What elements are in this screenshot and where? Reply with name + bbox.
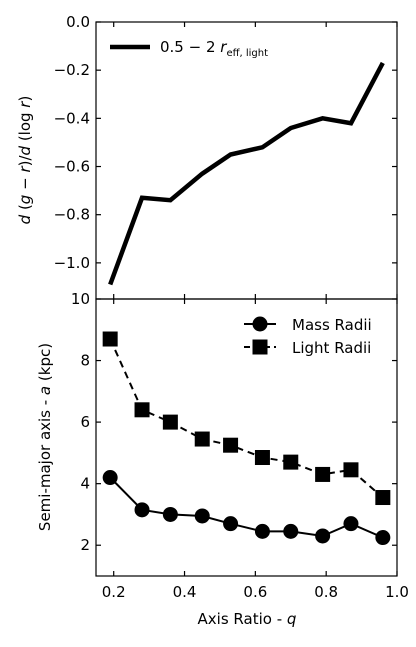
top-legend-label: 0.5 − 2 reff, light (160, 38, 268, 59)
top-y-tick-label: −1.0 (54, 254, 90, 272)
mass-radii-point (134, 502, 150, 518)
mass-radii-point (223, 516, 239, 532)
bottom-x-axis-label: Axis Ratio - q (198, 610, 297, 628)
bottom-y-tick-label: 4 (80, 475, 90, 493)
top-y-tick-label: −0.8 (54, 206, 90, 224)
mass-radii-point (375, 530, 391, 546)
top-panel: 0.0 −0.2 −0.4 −0.6 −0.8 −1.0 0.5 − 2 reff, li… (16, 13, 398, 300)
mass-radii-point (315, 528, 331, 544)
bottom-x-tick-label: 0.2 (102, 583, 126, 601)
bottom-series (102, 331, 391, 546)
top-y-tick-label: −0.6 (54, 158, 90, 176)
legend-light-marker (252, 339, 268, 355)
top-series (108, 61, 385, 286)
bottom-x-tick-label: 0.4 (173, 583, 197, 601)
bottom-legend: Mass Radii Light Radii (244, 316, 372, 357)
bottom-y-tick-label: 10 (71, 290, 90, 308)
mass-radii-point (254, 523, 270, 539)
bottom-x-ticks: 0.2 0.4 0.6 0.8 1.0 (102, 299, 409, 601)
top-series-line (108, 61, 385, 286)
bottom-x-tick-label: 0.6 (243, 583, 267, 601)
bottom-y-tick-label: 2 (80, 536, 90, 554)
light-radii-point (254, 450, 270, 466)
top-y-tick-label: −0.2 (54, 61, 90, 79)
light-radii-point (375, 490, 391, 506)
mass-radii-point (194, 508, 210, 524)
light-radii-point (102, 331, 118, 347)
legend-mass-marker (252, 316, 268, 332)
top-y-tick-label: −0.4 (54, 109, 90, 127)
top-y-tick-label: 0.0 (66, 13, 90, 31)
mass-radii-point (343, 516, 359, 532)
mass-radii-point (162, 506, 178, 522)
bottom-panel: 2 4 6 8 10 0.2 0.4 0.6 0.8 1.0 Mass Radii Light … (36, 290, 409, 628)
light-radii-point (223, 437, 239, 453)
bottom-plot-frame (95, 298, 398, 577)
bottom-y-axis-label: Semi-major axis - a (kpc) (36, 343, 54, 531)
light-radii-point (162, 414, 178, 430)
light-radii-point (194, 431, 210, 447)
mass-radii-point (283, 523, 299, 539)
bottom-y-ticks: 2 4 6 8 10 (71, 290, 397, 554)
light-radii-point (315, 466, 331, 482)
top-legend: 0.5 − 2 reff, light (110, 38, 268, 59)
bottom-y-tick-label: 6 (80, 413, 90, 431)
bottom-x-tick-label: 1.0 (385, 583, 409, 601)
light-radii-point (343, 462, 359, 478)
light-radii-point (134, 402, 150, 418)
bottom-x-tick-label: 0.8 (314, 583, 338, 601)
series-line-mass-radii (109, 476, 384, 539)
legend-mass-label: Mass Radii (292, 316, 372, 334)
top-y-axis-label: d (g − r)/d (log r) (16, 96, 34, 225)
legend-light-label: Light Radii (292, 339, 371, 357)
top-y-ticks: 0.0 −0.2 −0.4 −0.6 −0.8 −1.0 (54, 13, 398, 299)
mass-radii-point (102, 470, 118, 486)
light-radii-point (283, 454, 299, 470)
bottom-y-tick-label: 8 (80, 352, 90, 370)
